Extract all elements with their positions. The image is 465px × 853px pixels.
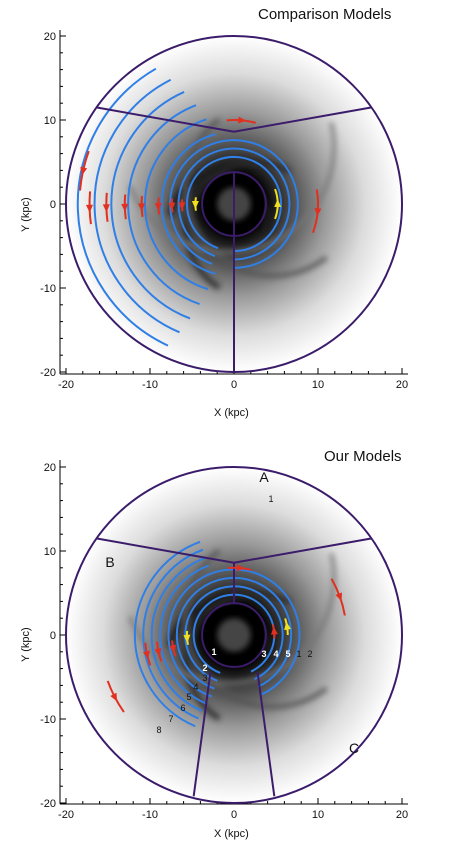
motion-arrowhead: [154, 648, 162, 657]
motion-arrowhead: [236, 564, 245, 572]
arm-number: 4: [193, 682, 198, 692]
panel-title: Our Models: [324, 448, 402, 465]
arm-number: 5: [285, 649, 290, 659]
x-tick-label: -10: [142, 809, 158, 821]
orbit-arc: [142, 548, 204, 720]
orbit-arc: [93, 78, 180, 334]
orbit-arc: [76, 67, 169, 347]
x-tick-label: 10: [312, 379, 324, 391]
sector-boundary: [233, 106, 372, 133]
orbit-arc: [167, 568, 301, 698]
region-label: C: [349, 740, 359, 756]
motion-arrowhead: [270, 626, 278, 635]
x-axis-label: X (kpc): [214, 828, 249, 840]
orbit-arc: [159, 564, 210, 704]
orbit-arc: [175, 576, 293, 690]
motion-arrowhead: [183, 634, 191, 643]
outer-boundary: [65, 466, 403, 804]
sector-boundary: [96, 106, 235, 133]
x-tick-label: 0: [231, 379, 237, 391]
orbit-arc: [177, 147, 291, 261]
orbit-arc: [185, 155, 283, 253]
sector-boundary: [96, 537, 235, 564]
x-tick-label: 10: [312, 809, 324, 821]
spiral-arm-shade: [183, 117, 328, 279]
motion-arrowhead: [110, 692, 118, 702]
arm-number: 2: [202, 663, 207, 673]
region-label: B: [105, 554, 114, 570]
spiral-arm-shade: [127, 553, 336, 686]
motion-arrowhead: [335, 592, 343, 602]
comparison-models-plot: -20-20 -10 -10 0 0 10 10 20 20: [40, 30, 408, 391]
y-tick-label: -10: [40, 714, 56, 726]
y-tick-label: -20: [40, 367, 56, 379]
motion-arrowhead: [102, 204, 110, 213]
motion-arrowhead: [121, 203, 129, 212]
x-tick-label: 0: [231, 809, 237, 821]
y-tick-label: 0: [50, 630, 56, 642]
arm-number: 4: [273, 649, 278, 659]
x-tick-label: -20: [58, 809, 74, 821]
motion-arrowhead: [274, 199, 282, 207]
arm-number: 2: [307, 649, 312, 659]
arm-number: 6: [180, 703, 185, 713]
our-models-panel: Our Models Y (kpc) X (kpc) -20 -20 -10 -10 0…: [0, 430, 465, 853]
y-tick-label: -20: [40, 798, 56, 810]
motion-arrowhead: [143, 650, 150, 660]
spiral-arm-shade: [127, 122, 336, 255]
orbit-arc: [144, 118, 209, 291]
panel-title: Comparison Models: [258, 6, 392, 23]
arm-number: 3: [202, 673, 207, 683]
orbit-arc: [127, 104, 200, 306]
motion-arrowhead: [178, 202, 186, 211]
x-axis-label: X (kpc): [214, 407, 249, 419]
motion-arrowhead: [138, 203, 146, 212]
arm-number: 5: [186, 692, 191, 702]
orbit-arc: [150, 556, 207, 712]
galaxy-bulge: [217, 618, 251, 652]
motion-arrowhead: [238, 116, 247, 124]
y-tick-label: 0: [50, 199, 56, 211]
sector-boundary: [192, 671, 212, 797]
motion-arrowhead: [169, 644, 177, 654]
orbit-arc: [160, 133, 216, 275]
arm-number: 7: [168, 714, 173, 724]
y-tick-label: 10: [44, 115, 56, 127]
arm-number: 8: [156, 725, 161, 735]
arm-number: 1: [296, 649, 301, 659]
x-tick-label: 20: [396, 809, 408, 821]
motion-arrowhead: [284, 621, 292, 631]
motion-arrowhead: [191, 201, 199, 209]
orbit-arc: [192, 593, 276, 674]
x-tick-label: 20: [396, 379, 408, 391]
orbit-arc: [169, 139, 299, 269]
motion-arrowhead: [80, 166, 88, 176]
arm-number: 3: [261, 649, 266, 659]
orbit-arc: [133, 540, 201, 728]
y-tick-label: -10: [40, 283, 56, 295]
arm-number: 1: [268, 494, 273, 504]
arm-number: 1: [211, 647, 216, 657]
y-tick-label: 20: [44, 462, 56, 474]
y-tick-label: 20: [44, 31, 56, 43]
region-label: A: [259, 469, 269, 485]
motion-arrowhead: [154, 202, 162, 211]
motion-arrowhead: [168, 202, 176, 211]
comparison-models-panel: Comparison Models Y (kpc) X (kpc) -20 -20…: [20, 6, 408, 419]
sector-boundary: [256, 671, 276, 797]
sector-boundary: [233, 537, 372, 564]
motion-arrowhead: [85, 204, 93, 213]
motion-arrowhead: [314, 208, 322, 217]
y-tick-label: 10: [44, 546, 56, 558]
orbit-arc: [184, 585, 284, 682]
x-tick-label: -10: [142, 379, 158, 391]
inner-boundary: [201, 602, 267, 668]
orbit-arc: [110, 91, 191, 320]
x-tick-label: -20: [58, 379, 74, 391]
